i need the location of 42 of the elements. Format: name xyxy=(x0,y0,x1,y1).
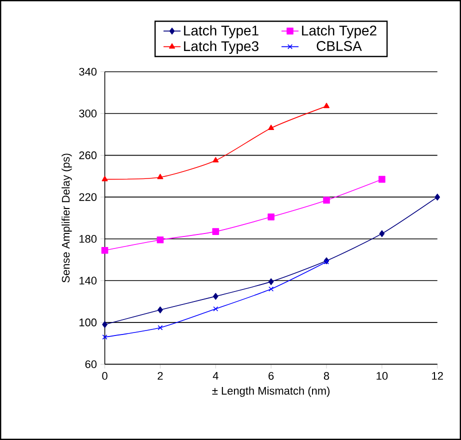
point xyxy=(212,157,219,162)
point xyxy=(158,325,163,330)
point xyxy=(102,321,108,328)
point xyxy=(324,102,330,108)
x-tick-label: 0 xyxy=(102,372,108,380)
point xyxy=(101,246,108,254)
x-tick-label: 12 xyxy=(432,372,443,380)
point xyxy=(434,194,440,200)
x-tick-label: 2 xyxy=(158,372,163,380)
y-tick-label: 260 xyxy=(79,151,97,160)
x-axis-title: ± Length Mismatch (nm) xyxy=(212,386,330,397)
point xyxy=(102,334,108,340)
point xyxy=(157,174,164,180)
point xyxy=(158,306,163,314)
legend-label: CBLSA xyxy=(316,41,362,51)
y-tick-label: 220 xyxy=(79,193,97,201)
point xyxy=(268,286,274,292)
point xyxy=(213,306,218,312)
x-tick-label: 4 xyxy=(212,372,218,380)
legend-label: Latch Type2 xyxy=(302,25,376,38)
point xyxy=(156,236,164,244)
point xyxy=(212,228,220,235)
point xyxy=(268,214,274,220)
y-axis-title: Sense Amplifier Delay (ps) xyxy=(62,154,72,282)
y-tick-label: 340 xyxy=(79,68,97,76)
point xyxy=(268,124,274,130)
y-tick-label: 180 xyxy=(80,235,97,243)
y-tick-label: 100 xyxy=(80,318,97,326)
point xyxy=(102,176,108,182)
point xyxy=(379,230,385,238)
legend-label: Latch Type3 xyxy=(184,40,258,54)
y-tick-label: 140 xyxy=(80,276,97,285)
y-tick-label: 60 xyxy=(85,360,97,368)
point xyxy=(268,278,274,286)
x-tick-label: 10 xyxy=(376,372,388,380)
point xyxy=(323,196,330,204)
x-tick-label: 6 xyxy=(268,372,274,380)
point xyxy=(212,292,218,300)
legend-label: Latch Type1 xyxy=(184,25,258,38)
x-tick-label: 8 xyxy=(324,372,330,380)
point xyxy=(378,176,386,183)
y-tick-label: 300 xyxy=(79,110,97,118)
